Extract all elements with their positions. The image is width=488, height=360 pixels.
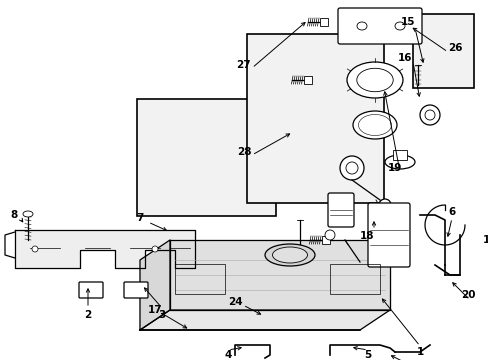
- Text: 15: 15: [400, 17, 414, 27]
- Circle shape: [325, 230, 334, 240]
- FancyBboxPatch shape: [124, 282, 148, 298]
- Circle shape: [32, 246, 38, 252]
- Text: 5: 5: [364, 350, 371, 360]
- Ellipse shape: [356, 68, 392, 92]
- Bar: [412, 14, 473, 88]
- Ellipse shape: [264, 244, 314, 266]
- Circle shape: [346, 162, 357, 174]
- Text: 1: 1: [415, 347, 423, 357]
- FancyBboxPatch shape: [367, 203, 409, 267]
- Bar: [392, 150, 406, 160]
- FancyBboxPatch shape: [79, 282, 103, 298]
- Text: 28: 28: [236, 147, 251, 157]
- Text: 18: 18: [359, 231, 373, 241]
- Ellipse shape: [394, 22, 404, 30]
- Bar: [175, 264, 224, 294]
- Text: 16: 16: [397, 53, 411, 63]
- Ellipse shape: [358, 114, 391, 135]
- Bar: [246, 34, 383, 203]
- Ellipse shape: [384, 155, 414, 169]
- Text: 7: 7: [136, 213, 143, 223]
- Text: 17: 17: [147, 305, 162, 315]
- Ellipse shape: [23, 211, 33, 217]
- Text: 2: 2: [84, 310, 91, 320]
- Text: 6: 6: [447, 207, 455, 217]
- Text: 26: 26: [447, 43, 461, 53]
- Circle shape: [424, 110, 434, 120]
- FancyBboxPatch shape: [327, 193, 353, 227]
- Text: 19: 19: [387, 163, 401, 173]
- Circle shape: [419, 105, 439, 125]
- Bar: [319, 18, 327, 26]
- Ellipse shape: [346, 62, 402, 98]
- Polygon shape: [170, 240, 389, 310]
- Polygon shape: [15, 230, 195, 268]
- Text: 12: 12: [482, 235, 488, 245]
- Text: 3: 3: [158, 310, 165, 320]
- Text: 27: 27: [235, 60, 250, 70]
- Polygon shape: [140, 310, 389, 330]
- Text: 4: 4: [224, 350, 231, 360]
- Text: 20: 20: [460, 290, 474, 300]
- Circle shape: [339, 156, 363, 180]
- Ellipse shape: [352, 111, 396, 139]
- Circle shape: [378, 199, 390, 211]
- Circle shape: [152, 246, 158, 252]
- Bar: [329, 264, 379, 294]
- Bar: [137, 99, 276, 216]
- Text: 8: 8: [10, 210, 18, 220]
- Polygon shape: [140, 240, 170, 330]
- Text: 24: 24: [227, 297, 242, 307]
- Bar: [304, 76, 311, 84]
- Bar: [321, 236, 329, 244]
- Ellipse shape: [356, 22, 366, 30]
- Ellipse shape: [272, 247, 307, 263]
- FancyBboxPatch shape: [337, 8, 421, 44]
